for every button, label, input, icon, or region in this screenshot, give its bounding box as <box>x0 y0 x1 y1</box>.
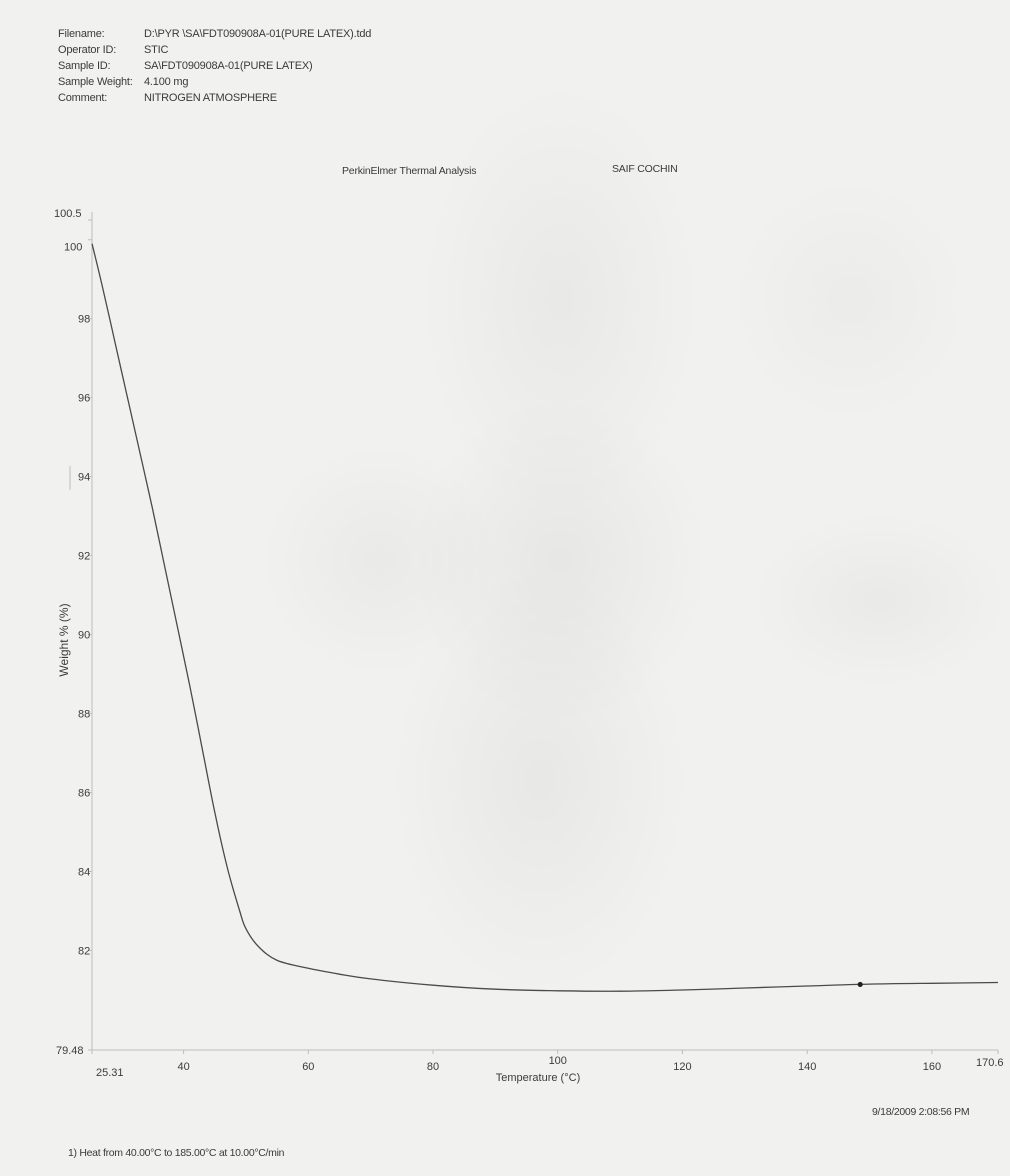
operator-id-value: STIC <box>144 44 169 56</box>
sample-weight-row: Sample Weight: 4.100 mg <box>58 74 371 90</box>
sample-weight-label: Sample Weight: <box>58 76 133 88</box>
timestamp: 9/18/2009 2:08:56 PM <box>872 1106 970 1118</box>
analysis-title: PerkinElmer Thermal Analysis <box>342 165 477 177</box>
y-tick-label: 86 <box>78 788 90 800</box>
y-tick-label: 92 <box>78 551 90 563</box>
weight-curve-series-1 <box>91 243 999 992</box>
x-tick-label: 140 <box>798 1061 816 1073</box>
operator-id-label: Operator ID: <box>58 44 117 56</box>
x-tick-label: 100 <box>549 1055 567 1067</box>
y-tick-label: 94 <box>78 472 90 484</box>
comment-row: Comment: NITROGEN ATMOSPHERE <box>58 90 371 106</box>
y-tick-label: 96 <box>78 393 90 405</box>
comment-value: NITROGEN ATMOSPHERE <box>144 92 277 104</box>
x-tick-label: 40 <box>177 1061 189 1073</box>
x-axis-label: Temperature (°C) <box>496 1072 580 1084</box>
x-tick-label: 120 <box>673 1061 691 1073</box>
filename-value: D:\PYR \SA\FDT090908A-01(PURE LATEX).tdd <box>144 28 372 40</box>
sample-id-label: Sample ID: <box>58 60 111 72</box>
method-description: 1) Heat from 40.00°C to 185.00°C at 10.0… <box>68 1147 285 1159</box>
x-tick-label: 170.6 <box>976 1057 1004 1069</box>
file-info-header: Filename: D:\PYR \SA\FDT090908A-01(PURE … <box>58 26 371 106</box>
lab-title: SAIF COCHIN <box>612 163 678 175</box>
filename-row: Filename: D:\PYR \SA\FDT090908A-01(PURE … <box>58 26 371 42</box>
y-axis-label: Weight % (%) <box>57 603 71 676</box>
y-tick-label: 98 <box>78 314 90 326</box>
y-tick-label: 100.5 <box>54 208 82 220</box>
filename-label: Filename: <box>58 28 105 40</box>
x-tick-label: 60 <box>302 1061 314 1073</box>
y-tick-label: 79.48 <box>56 1045 84 1057</box>
x-tick-label: 80 <box>427 1061 439 1073</box>
y-tick-label: 90 <box>78 630 90 642</box>
sample-id-value: SA\FDT090908A-01(PURE LATEX) <box>144 60 313 72</box>
y-tick-label: 100 <box>64 242 82 254</box>
curve-marker-point <box>857 981 863 988</box>
sample-weight-value: 4.100 mg <box>144 76 189 88</box>
operator-id-row: Operator ID: STIC <box>58 42 371 58</box>
y-tick-label: 82 <box>78 945 90 957</box>
x-tick-label: 160 <box>923 1061 941 1073</box>
y-tick-label: 88 <box>78 709 90 721</box>
comment-label: Comment: <box>58 92 108 104</box>
sample-id-row: Sample ID: SA\FDT090908A-01(PURE LATEX) <box>58 58 371 74</box>
y-tick-label: 84 <box>78 867 90 879</box>
x-tick-label: 25.31 <box>96 1067 124 1079</box>
